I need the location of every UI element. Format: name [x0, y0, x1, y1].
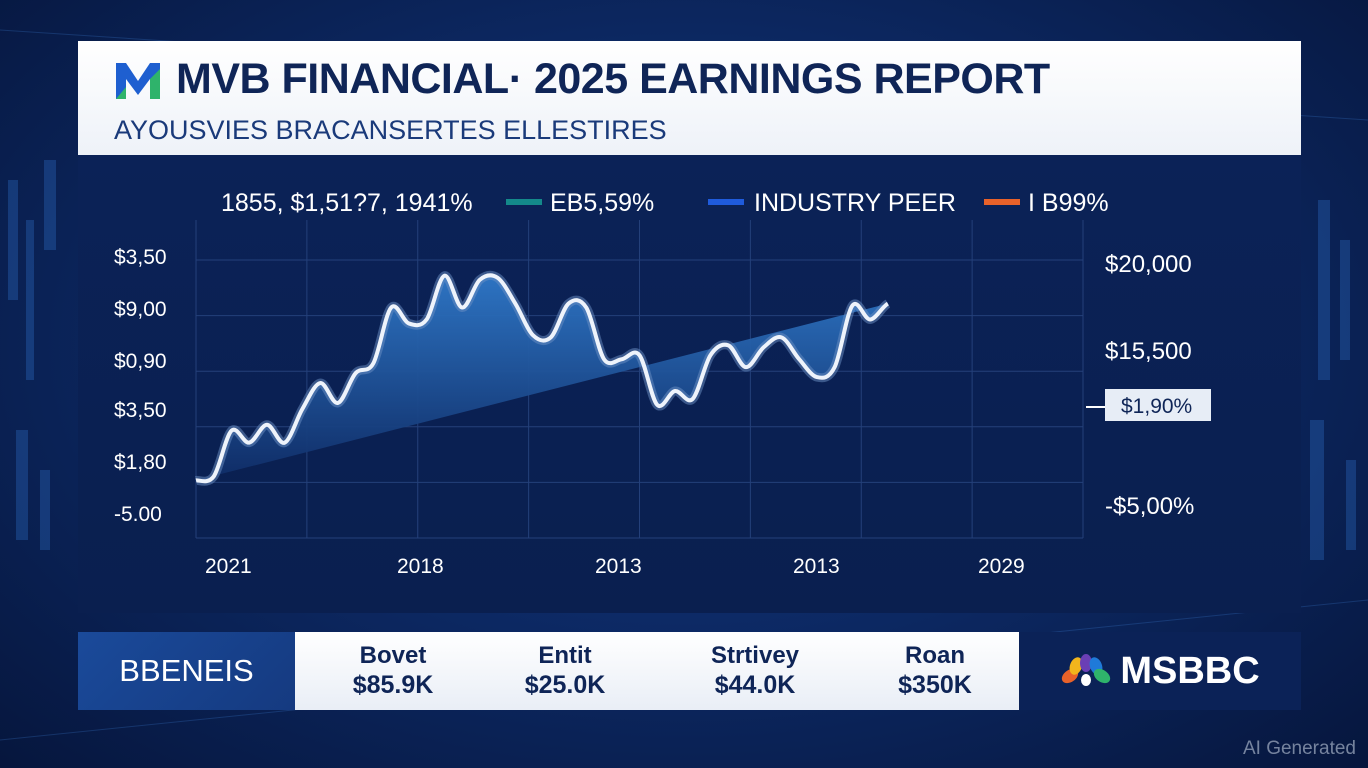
x-tick-label: 2013	[793, 555, 840, 578]
x-tick-label: 2018	[397, 555, 444, 578]
page-subtitle: AYOUSVIES BRACANSERTES ELLESTIRES	[114, 115, 667, 145]
report-header: MVB FINANCIAL· 2025 EARNINGS REPORT AYOU…	[78, 41, 1301, 157]
legend-swatch-1	[506, 199, 542, 205]
y-axis-right: $20,000 $15,500 $1,90% -$5,00%	[1086, 251, 1211, 520]
network-brand: MSBBC	[1019, 632, 1301, 710]
ticker-bar: BBENEIS Bovet $85.9K Entit $25.0K Strtiv…	[78, 632, 1301, 710]
watermark: AI Generated	[1242, 738, 1356, 759]
legend-summary: 1855, $1,51?7, 1941%	[221, 189, 473, 217]
ticker-stats: Bovet $85.9K Entit $25.0K Strtivey $44.0…	[295, 632, 1019, 710]
legend-swatch-2	[708, 199, 744, 205]
stat-label: Entit	[538, 642, 592, 669]
y-axis-left: $3,50 $9,00 $0,90 $3,50 $1,80 -5.00	[114, 246, 167, 526]
x-tick-label: 2021	[205, 555, 252, 578]
chart-panel: 1855, $1,51?7, 1941% ЕВ5,59% INDUSTRY PE…	[78, 155, 1301, 613]
y-tick-label-left: -5.00	[114, 503, 162, 526]
y-tick-label-right: -$5,00%	[1105, 493, 1194, 520]
stat-label: Strtivey	[710, 642, 800, 669]
y-tick-label-left: $3,50	[114, 399, 167, 422]
chart-area	[195, 270, 891, 486]
mvb-logo-icon	[116, 63, 160, 99]
stat-label: Roan	[905, 642, 965, 669]
highlighted-tick-box	[1105, 389, 1211, 421]
stat-value: $25.0K	[524, 671, 606, 699]
series-line	[195, 273, 890, 484]
legend-label-3: I B99%	[1028, 189, 1109, 217]
page-title: MVB FINANCIAL· 2025 EARNINGS REPORT	[176, 55, 1050, 103]
x-tick-label: 2013	[595, 555, 642, 578]
stat-item: Roan $350K	[855, 642, 1015, 700]
stat-item: Entit $25.0K	[485, 642, 645, 700]
chart-grid	[195, 220, 1084, 539]
stat-label: Bovet	[359, 642, 427, 669]
stat-value: $350K	[898, 671, 972, 699]
legend-swatch-3	[984, 199, 1020, 205]
y-tick-label-left: $3,50	[114, 246, 167, 269]
peacock-logo-icon	[1062, 654, 1111, 686]
stat-value: $85.9K	[352, 671, 434, 699]
y-tick-label-left: $9,00	[114, 298, 167, 321]
ticker-label: BBENEIS	[78, 632, 295, 710]
area-chart: 1855, $1,51?7, 1941% ЕВ5,59% INDUSTRY PE…	[114, 189, 1211, 578]
x-axis: 2021 2018 2013 2013 2029	[205, 555, 1025, 578]
stat-value: $44.0K	[714, 671, 796, 699]
y-tick-label-left: $0,90	[114, 350, 167, 373]
legend-label-2: INDUSTRY PEER	[754, 189, 956, 217]
y-tick-label-left: $1,80	[114, 451, 167, 474]
y-tick-label-right: $20,000	[1105, 251, 1192, 278]
stat-item: Strtivey $44.0K	[675, 642, 835, 700]
x-tick-label: 2029	[978, 555, 1025, 578]
legend-label-1: ЕВ5,59%	[550, 189, 654, 217]
stat-item: Bovet $85.9K	[313, 642, 473, 700]
y-tick-label-right-highlighted: $1,90%	[1121, 395, 1192, 418]
y-tick-label-right: $15,500	[1105, 338, 1192, 365]
brand-name: MSBBC	[1120, 649, 1260, 692]
area-fill	[196, 275, 888, 482]
